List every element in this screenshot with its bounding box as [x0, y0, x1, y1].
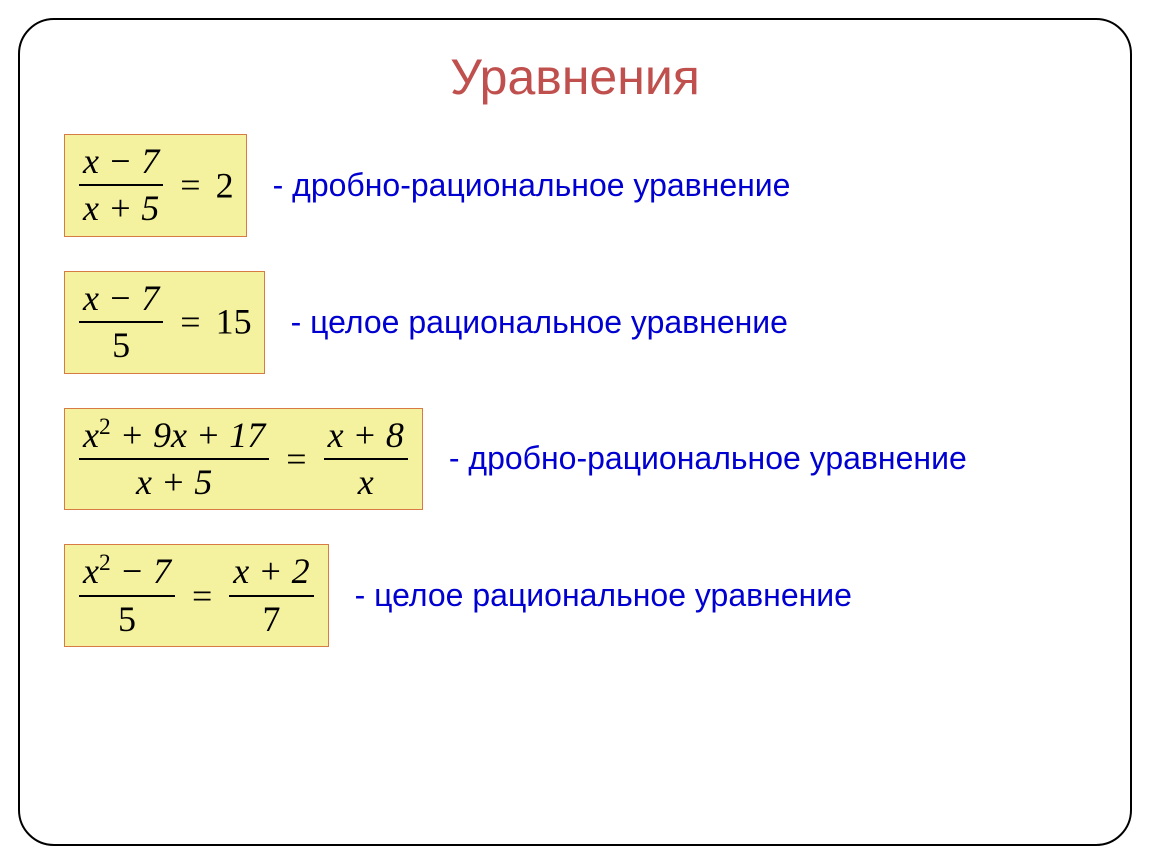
equation-expression: x2 + 9x + 17 x + 5 = x + 8 x: [77, 435, 410, 475]
denominator: 5: [79, 323, 163, 366]
numerator: x + 2: [229, 551, 313, 596]
fraction: x2 + 9x + 17 x + 5: [79, 415, 269, 504]
slide: Уравнения x − 7 x + 5 = 2 - дробно-рацио…: [0, 0, 1150, 864]
equation-expression: x2 − 7 5 = x + 2 7: [77, 572, 316, 612]
equation-box: x2 − 7 5 = x + 2 7: [64, 544, 329, 647]
numerator: x + 8: [324, 415, 408, 460]
denominator: 5: [79, 597, 175, 640]
equation-box: x2 + 9x + 17 x + 5 = x + 8 x: [64, 408, 423, 511]
fraction: x + 8 x: [324, 415, 408, 504]
numerator: x2 + 9x + 17: [79, 415, 269, 460]
equation-description: - дробно-рациональное уравнение: [273, 167, 791, 204]
denominator: 7: [229, 597, 313, 640]
equation-row: x2 − 7 5 = x + 2 7 - целое рациональное …: [64, 544, 1100, 647]
denominator: x + 5: [79, 186, 163, 229]
numerator: x2 − 7: [79, 551, 175, 596]
fraction: x − 7 x + 5: [79, 141, 163, 230]
equation-box: x − 7 x + 5 = 2: [64, 134, 247, 237]
equation-expression: x − 7 x + 5 = 2: [77, 162, 234, 202]
equals-sign: =: [174, 165, 206, 205]
equation-expression: x − 7 5 = 15: [77, 298, 252, 338]
equation-row: x − 7 x + 5 = 2 - дробно-рациональное ур…: [64, 134, 1100, 237]
numerator: x − 7: [79, 141, 163, 186]
rhs-value: 2: [216, 165, 234, 205]
numerator: x − 7: [79, 278, 163, 323]
denominator: x + 5: [79, 460, 269, 503]
equation-row: x2 + 9x + 17 x + 5 = x + 8 x - дробно-ра…: [64, 408, 1100, 511]
fraction: x − 7 5: [79, 278, 163, 367]
equation-description: - дробно-рациональное уравнение: [449, 440, 967, 477]
equals-sign: =: [186, 576, 218, 616]
equals-sign: =: [280, 439, 312, 479]
slide-frame: Уравнения x − 7 x + 5 = 2 - дробно-рацио…: [18, 18, 1132, 846]
slide-title: Уравнения: [50, 48, 1100, 106]
fraction: x + 2 7: [229, 551, 313, 640]
denominator: x: [324, 460, 408, 503]
equation-description: - целое рациональное уравнение: [355, 577, 852, 614]
equation-row: x − 7 5 = 15 - целое рациональное уравне…: [64, 271, 1100, 374]
fraction: x2 − 7 5: [79, 551, 175, 640]
equation-description: - целое рациональное уравнение: [291, 304, 788, 341]
rhs-value: 15: [216, 302, 252, 342]
equals-sign: =: [174, 302, 206, 342]
equation-box: x − 7 5 = 15: [64, 271, 265, 374]
